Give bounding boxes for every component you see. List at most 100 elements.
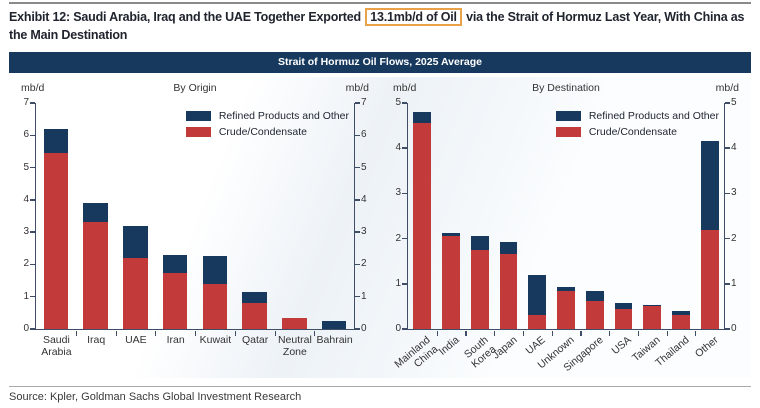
y-tick-mark (402, 328, 407, 330)
x-category-label: Mainland China (392, 334, 441, 371)
y-tick-label: 2 (731, 232, 737, 244)
y-tick-label: 0 (361, 323, 367, 334)
x-category-label: Japan (489, 334, 520, 362)
legend-item: Refined Products and Other (185, 110, 349, 122)
y-axis-unit-left: mb/d (21, 82, 45, 94)
x-tick-mark (551, 331, 553, 336)
y-tick-label: 4 (23, 193, 29, 205)
bar-segment-refined (672, 310, 690, 316)
x-tick-mark (115, 331, 117, 336)
bar-segment-refined (643, 304, 662, 307)
bar-segment-refined (700, 141, 719, 230)
title-highlight: 13.1mb/d of Oil (365, 8, 462, 26)
bar-segment-refined (43, 128, 69, 154)
bar-segment-refined (470, 236, 489, 250)
bar-segment-refined (499, 241, 518, 255)
bar-segment-crude (442, 236, 460, 329)
y-tick-mark (355, 231, 360, 233)
charts-row: mb/d By Origin mb/d 0 0 1 1 2 2 3 3 4 4 5 5 6 6 7 7 Refi… (9, 77, 751, 378)
x-category-label: Other (692, 334, 721, 361)
y-tick-mark (355, 102, 360, 104)
y-tick-label: 0 (731, 323, 737, 334)
x-tick-mark (314, 331, 316, 336)
origin-chart-header: mb/d By Origin mb/d (9, 82, 381, 97)
y-tick-mark (355, 166, 360, 169)
chart-by-destination: mb/d By Destination mb/d 0 0 1 1 2 2 3 3 4 4 5 5 Ref… (381, 77, 751, 378)
y-tick-mark (725, 328, 730, 330)
bar-segment-refined (83, 203, 108, 223)
plot-outer: 0 0 1 1 2 2 3 3 4 4 5 5 Refined Products and Other Cr… (381, 97, 751, 336)
plot-area-by-origin: 0 0 1 1 2 2 3 3 4 4 5 5 6 6 7 7 Refined Products and Oth… (23, 97, 367, 336)
bar-segment-crude (43, 153, 69, 329)
legend-label: Crude/Condensate (588, 126, 677, 138)
bar-segment-crude (413, 123, 432, 329)
y-tick-label: 2 (361, 258, 367, 270)
title-prefix: Exhibit 12: Saudi Arabia, Iraq and the U… (9, 10, 365, 24)
y-tick-mark (402, 102, 407, 104)
y-tick-mark (402, 147, 407, 149)
y-tick-mark (355, 263, 360, 266)
banner: Strait of Hormuz Oil Flows, 2025 Average (9, 52, 751, 73)
bar-segment-crude (614, 308, 633, 329)
x-category-label: Iraq (87, 334, 106, 346)
bar-segment-crude (499, 254, 518, 329)
legend-swatch-refined (555, 111, 581, 121)
y-tick-label: 3 (731, 187, 737, 199)
y-tick-label: 2 (395, 232, 401, 244)
y-tick-mark (355, 199, 360, 201)
y-tick-label: 5 (361, 161, 367, 173)
bar-segment-crude (672, 315, 690, 329)
y-tick-mark (402, 283, 407, 285)
plot-area-by-destination: 0 0 1 1 2 2 3 3 4 4 5 5 Refined Products and Other Cr… (395, 97, 737, 336)
legend: Refined Products and Other Crude/Condensa… (555, 110, 719, 142)
x-tick-mark (609, 331, 611, 336)
legend-item: Crude/Condensate (185, 126, 349, 138)
bar-segment-crude (282, 317, 307, 329)
y-tick-mark (30, 199, 35, 201)
legend: Refined Products and Other Crude/Condensa… (185, 110, 349, 142)
y-tick-label: 5 (395, 97, 401, 108)
y-tick-mark (30, 166, 35, 169)
bar-segment-crude (242, 303, 267, 329)
legend-item: Crude/Condensate (555, 126, 719, 138)
bar-segment-crude (557, 290, 575, 329)
bar-segment-crude (528, 315, 547, 329)
x-category-label: India (436, 334, 462, 358)
x-category-label: Neutral Zone (277, 334, 312, 359)
y-tick-label: 7 (23, 97, 29, 108)
x-category-label: Bahrain (316, 334, 353, 346)
chart-title-by-origin: By Origin (173, 82, 217, 94)
bar-segment-refined (442, 232, 460, 237)
x-category-label: Qatar (241, 334, 269, 346)
x-tick-mark (695, 331, 697, 336)
destination-chart-header: mb/d By Destination mb/d (381, 82, 751, 97)
y-tick-label: 3 (395, 187, 401, 199)
plot-outer: 0 0 1 1 2 2 3 3 4 4 5 5 6 6 7 7 Refined Products and Oth… (9, 97, 381, 336)
y-tick-label: 1 (361, 290, 367, 302)
y-tick-mark (725, 147, 730, 149)
y-tick-label: 2 (23, 258, 29, 270)
bar-segment-crude (123, 257, 148, 329)
y-tick-label: 4 (361, 193, 367, 205)
y-tick-mark (30, 295, 35, 298)
chart-title-by-destination: By Destination (532, 82, 600, 94)
legend-label: Crude/Condensate (218, 126, 307, 138)
legend-swatch-crude (185, 127, 211, 137)
y-tick-mark (402, 192, 407, 195)
bar-segment-refined (614, 303, 633, 309)
y-axis-unit-left: mb/d (393, 82, 417, 94)
x-axis-labels-destination: Mainland China India South Korea Japan UAE Un… (381, 330, 751, 378)
bar-segment-refined (413, 112, 432, 124)
y-tick-label: 1 (23, 290, 29, 302)
bar-segment-refined (123, 225, 148, 258)
bar-segment-crude (585, 300, 604, 329)
bar-segment-crude (202, 283, 228, 329)
bar-segment-crude (162, 272, 188, 329)
y-tick-label: 7 (361, 97, 367, 108)
legend-label: Refined Products and Other (588, 110, 719, 122)
y-tick-label: 5 (23, 161, 29, 173)
y-tick-label: 3 (23, 226, 29, 238)
x-tick-mark (522, 331, 525, 336)
banner-title: Strait of Hormuz Oil Flows, 2025 Average (277, 56, 483, 68)
